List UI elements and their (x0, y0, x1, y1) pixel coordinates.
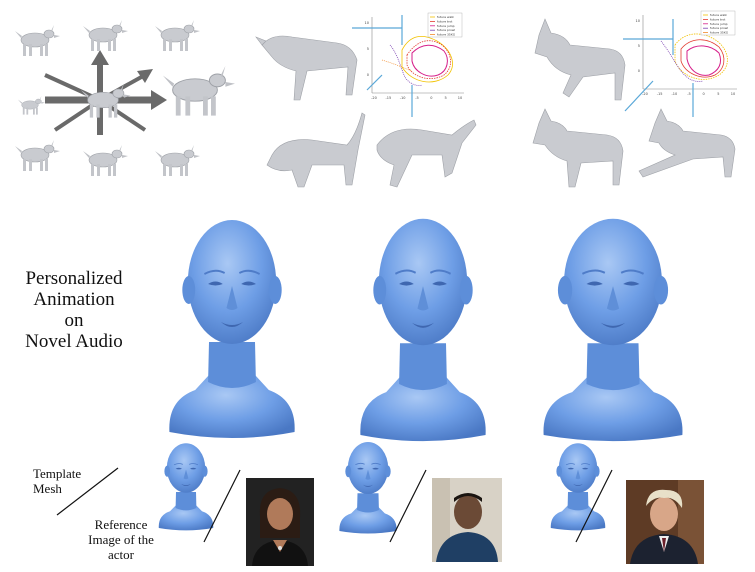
x-tick-label: -10 (400, 96, 406, 100)
legend-entry: future 35KG (437, 33, 456, 37)
x-tick-label: -15 (385, 96, 391, 100)
guide-line (624, 80, 654, 112)
x-tick-label: -20 (371, 96, 377, 100)
main-caption: Personalized Animation on Novel Audio (18, 268, 130, 352)
x-tick-label: 10 (731, 92, 735, 96)
legend-entry: future trot (710, 17, 726, 21)
dog-variation-panel (5, 5, 235, 193)
actor-reference-photo (246, 478, 314, 566)
x-tick-label: 10 (458, 96, 462, 100)
dog-mesh-icon (376, 119, 477, 188)
slash-divider (389, 469, 427, 543)
legend-entry: future walk (710, 13, 727, 17)
template-mesh-label: Template Mesh (33, 466, 93, 496)
y-tick-label: 0 (638, 69, 640, 73)
y-tick-label: 10 (636, 19, 640, 23)
reference-label-line: Reference (94, 517, 148, 532)
x-tick-label: 5 (445, 96, 447, 100)
x-tick-label: -20 (642, 92, 648, 96)
head-mesh-icon (359, 217, 487, 443)
dog-mesh-icon (534, 18, 626, 101)
x-tick-label: -15 (657, 92, 663, 96)
main-caption-line: Personalized (25, 268, 123, 289)
legend-entry: future trot (437, 19, 453, 23)
reference-label-line: Image of the (88, 532, 154, 547)
dog-motion-panel-2: future walk future trot future jump future … (525, 5, 753, 197)
legend-entry: future prowl (710, 26, 728, 30)
y-tick-label: 10 (365, 21, 369, 25)
actor-reference-photo (626, 480, 704, 564)
slash-divider (56, 467, 119, 516)
x-tick-label: 0 (430, 96, 432, 100)
dog-mesh-icon (255, 35, 358, 101)
legend-entry: future prowl (437, 28, 455, 32)
legend-entry: future 35KG (710, 31, 729, 35)
reference-image-label: Reference Image of the actor (76, 517, 166, 562)
template-label-line: Template (33, 466, 82, 481)
dog-variation-diagram (14, 19, 235, 177)
plot-x-ticks: -20 -15 -10 -5 0 5 10 (642, 92, 735, 96)
legend-entry: future jump (437, 24, 455, 28)
plot-y-ticks: 10 5 0 (365, 21, 369, 77)
dog-mesh-icon (638, 108, 736, 178)
reference-label-line: actor (108, 547, 134, 562)
plot-y-ticks: 10 5 0 (636, 19, 640, 73)
plot-x-ticks: -20 -15 -10 -5 0 5 10 (371, 96, 462, 100)
y-tick-label: 5 (638, 44, 640, 48)
y-tick-label: 5 (367, 47, 369, 51)
slash-divider (203, 469, 241, 543)
actor-reference-photo (432, 478, 502, 562)
head-mesh-icon (168, 219, 296, 439)
x-tick-label: -5 (687, 92, 691, 96)
legend-entry: future walk (437, 15, 454, 19)
head-mesh-icon (542, 217, 684, 443)
x-tick-label: -10 (671, 92, 677, 96)
x-tick-label: 5 (717, 92, 719, 96)
dog-motion-panel-1: future walk future trot future jump future … (252, 5, 482, 197)
template-head-mesh-icon (550, 442, 606, 531)
main-caption-line: Animation (33, 289, 115, 310)
main-caption-line: on (64, 310, 84, 331)
template-label-line: Mesh (33, 481, 62, 496)
template-head-mesh-icon (158, 442, 214, 531)
guide-line (366, 74, 383, 91)
main-caption-line: Novel Audio (25, 331, 123, 352)
legend-entry: future jump (710, 22, 728, 26)
x-tick-label: 0 (703, 92, 705, 96)
y-tick-label: 0 (367, 73, 369, 77)
dog-mesh-icon (532, 108, 624, 188)
template-head-mesh-icon (338, 441, 398, 534)
slash-divider (575, 469, 613, 543)
x-tick-label: -5 (415, 96, 419, 100)
dog-mesh-icon (266, 112, 366, 188)
